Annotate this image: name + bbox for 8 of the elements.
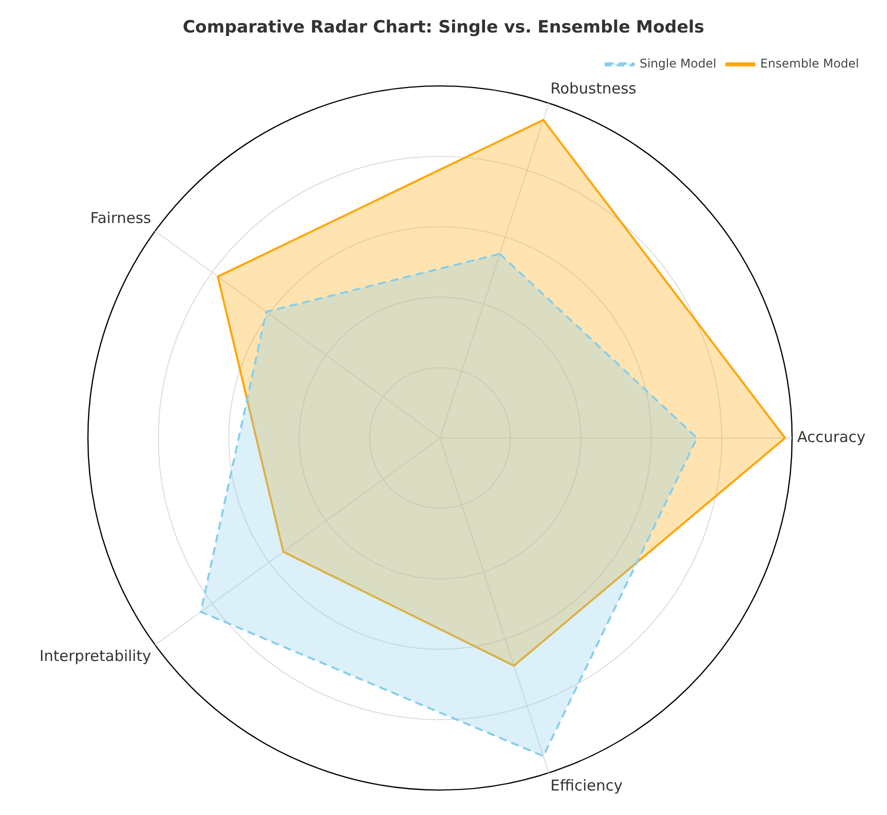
spoke-label: Fairness — [90, 209, 152, 228]
legend-label: Single Model — [640, 56, 716, 71]
spoke-label: Interpretability — [39, 646, 152, 665]
legend-label: Ensemble Model — [760, 56, 860, 71]
spoke-label: Accuracy — [797, 428, 866, 446]
spoke-label: Efficiency — [550, 776, 623, 794]
chart-title: Comparative Radar Chart: Single vs. Ensemble Models — [182, 18, 704, 38]
spoke-label: Robustness — [550, 79, 637, 98]
